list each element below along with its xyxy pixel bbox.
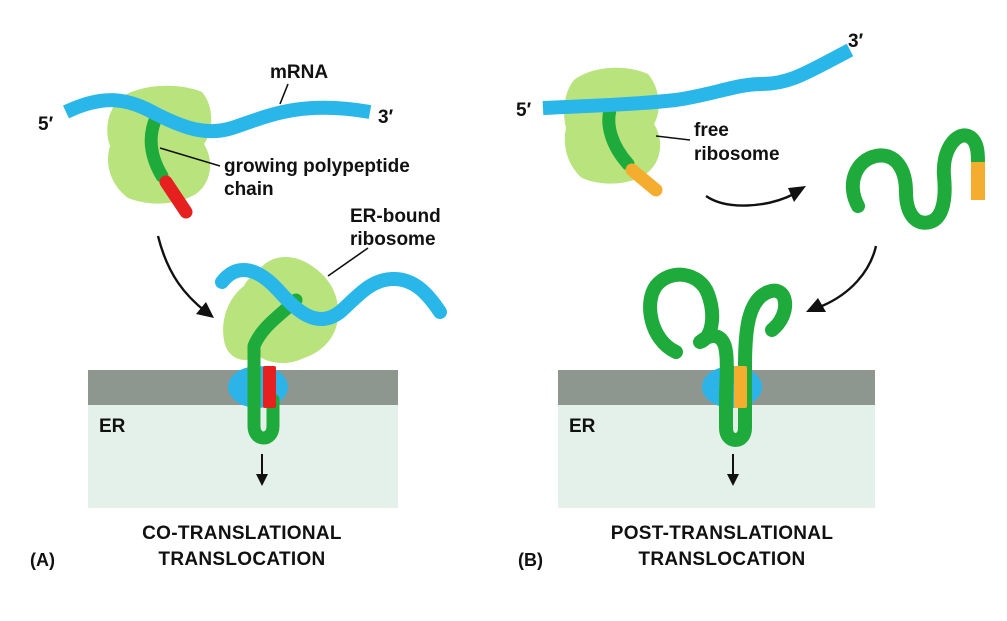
polypeptide-leader-a xyxy=(159,147,221,167)
mrna-leader-a xyxy=(279,83,289,105)
initial-ribosome xyxy=(107,85,212,204)
mrna-b xyxy=(542,43,854,115)
er-ribosome-label-2: ribosome xyxy=(350,229,436,250)
arrow-head-a xyxy=(196,302,214,318)
three-prime-a: 3′ xyxy=(378,107,394,128)
growing-polypeptide xyxy=(144,111,169,183)
free-ribosome-label-1: free xyxy=(694,120,729,141)
free-ribosome-label-2: ribosome xyxy=(694,144,780,165)
signal-sequence-a-er xyxy=(263,366,276,408)
mrna-label: mRNA xyxy=(270,62,328,83)
er-lumen-a xyxy=(88,404,398,508)
arrow-to-er-a xyxy=(156,235,207,313)
arrow-to-er-b xyxy=(821,245,878,308)
arrow-release-b xyxy=(705,192,795,207)
caption-b-2: TRANSLOCATION xyxy=(638,549,805,570)
er-label-b: ER xyxy=(569,416,596,437)
panel-b: 5′ 3′ free ribosome ER POST-TRANSLATIONA… xyxy=(516,31,985,570)
free-polypeptide xyxy=(602,103,635,171)
three-prime-b: 3′ xyxy=(848,31,864,52)
caption-a-2: TRANSLOCATION xyxy=(158,549,325,570)
released-polypeptide xyxy=(845,128,985,230)
panel-letter-b: (B) xyxy=(518,550,543,570)
er-ribosome-label-1: ER-bound xyxy=(350,206,441,227)
caption-a-1: CO-TRANSLATIONAL xyxy=(142,523,342,544)
signal-sequence-a xyxy=(159,175,193,219)
er-label-a: ER xyxy=(99,416,126,437)
arrow-release-head xyxy=(788,186,806,202)
er-ribosome-mrna xyxy=(215,263,447,326)
signal-sequence-b-er xyxy=(734,366,747,408)
er-polypeptide-a xyxy=(247,293,303,445)
arrow-to-er-b-head xyxy=(806,298,826,312)
polypeptide-label-2: chain xyxy=(224,179,274,200)
signal-sequence-b xyxy=(625,163,663,197)
caption-b-1: POST-TRANSLATIONAL xyxy=(611,523,834,544)
panel-a: 5′ 3′ mRNA growing polypeptide chain ER-… xyxy=(30,62,447,570)
er-ribosome-leader-a xyxy=(327,247,369,277)
free-ribosome-leader xyxy=(655,135,691,141)
mrna-a xyxy=(63,93,372,139)
er-lumen-b xyxy=(558,404,875,508)
down-arrow-head-a xyxy=(256,474,268,486)
polypeptide-label-1: growing polypeptide xyxy=(224,156,410,177)
five-prime-a: 5′ xyxy=(38,114,54,135)
down-arrow-head-b xyxy=(727,474,739,486)
five-prime-b: 5′ xyxy=(516,100,532,121)
panel-letter-a: (A) xyxy=(30,550,55,570)
translocating-polypeptide xyxy=(643,267,793,447)
